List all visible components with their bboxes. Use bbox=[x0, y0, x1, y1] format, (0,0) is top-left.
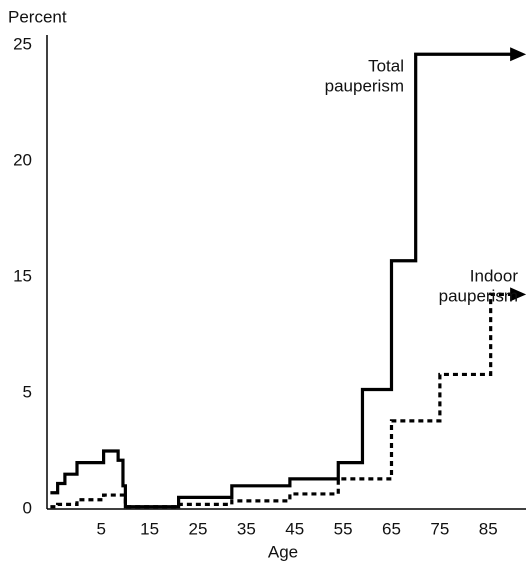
x-tick-label: 45 bbox=[285, 519, 304, 538]
x-axis-label: Age bbox=[268, 542, 298, 561]
arrowhead bbox=[510, 47, 526, 62]
x-tick-label: 15 bbox=[140, 519, 159, 538]
y-tick-label: 25 bbox=[13, 34, 32, 53]
x-tick-label: 5 bbox=[96, 519, 105, 538]
y-tick-label: 20 bbox=[13, 150, 32, 169]
x-tick-label: 55 bbox=[334, 519, 353, 538]
series-label: pauperism bbox=[325, 76, 404, 95]
x-tick-label: 25 bbox=[188, 519, 207, 538]
series-label: Indoor bbox=[470, 266, 519, 285]
series-label: Total bbox=[368, 56, 404, 75]
x-tick-label: 75 bbox=[430, 519, 449, 538]
y-tick-label: 15 bbox=[13, 266, 32, 285]
y-axis-label: Percent bbox=[8, 7, 67, 26]
series-label: pauperism bbox=[439, 286, 518, 305]
x-tick-label: 85 bbox=[479, 519, 498, 538]
step-line bbox=[50, 292, 523, 509]
x-tick-label: 35 bbox=[237, 519, 256, 538]
y-tick-label: 0 bbox=[23, 498, 32, 517]
y-tick-label: 5 bbox=[23, 382, 32, 401]
step-line bbox=[50, 52, 523, 509]
x-tick-label: 65 bbox=[382, 519, 401, 538]
arrowhead bbox=[510, 287, 526, 302]
